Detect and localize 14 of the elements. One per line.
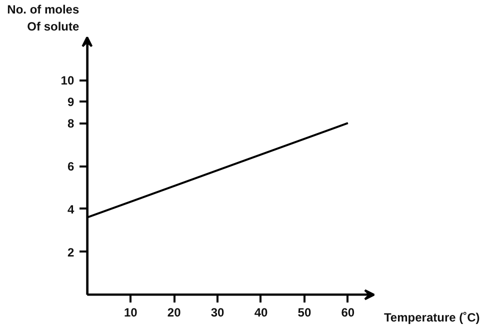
x-tick-label: 50 [298, 306, 312, 320]
x-tick-label: 40 [254, 306, 268, 320]
x-axis-title: Temperature (˚C) [384, 310, 480, 325]
y-tick-label: 6 [67, 160, 74, 174]
y-tick-label: 4 [67, 202, 74, 216]
x-tick-label: 60 [341, 306, 355, 320]
y-tick-label: 2 [67, 245, 74, 260]
y-tick-label: 10 [60, 74, 74, 88]
x-tick-label: 30 [210, 306, 225, 320]
y-tick-label: 9 [67, 95, 74, 110]
y-axis-title: No. of moles Of solute [7, 2, 80, 34]
x-tick-label: 20 [167, 306, 182, 320]
x-tick-label: 10 [124, 306, 138, 320]
y-tick-label: 8 [67, 116, 74, 131]
